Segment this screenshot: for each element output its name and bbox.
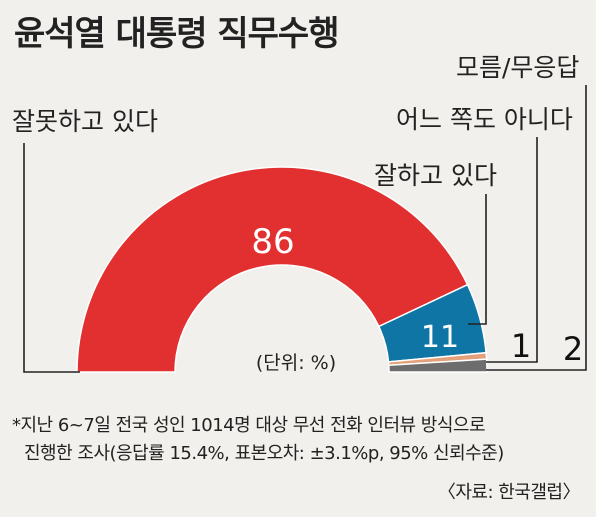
- chart-title: 윤석열 대통령 직무수행: [14, 14, 339, 54]
- footnote-line-1: *지난 6~7일 전국 성인 1014명 대상 무선 전화 인터뷰 방식으로: [12, 415, 486, 436]
- category-label-4: 모름/무응답: [456, 53, 579, 82]
- unit-note: (단위: %): [256, 352, 336, 374]
- category-label-2: 잘하고 있다: [374, 161, 497, 190]
- leader-line-2: [468, 194, 487, 325]
- source-note: 〈자료: 한국갤럽〉: [437, 482, 581, 503]
- footnote-line-2: 진행한 조사(응답률 15.4%, 표본오차: ±3.1%p, 95% 신뢰수준…: [24, 443, 504, 464]
- chart-slices: [76, 166, 488, 373]
- slice-4: [387, 358, 488, 373]
- leader-line-1: [23, 143, 80, 373]
- value-label-4: 2: [563, 330, 583, 368]
- category-label-1: 잘못하고 있다: [12, 107, 158, 136]
- value-label-3: 1: [511, 327, 531, 365]
- value-label-1: 86: [251, 222, 294, 262]
- slice-1: [76, 166, 469, 373]
- value-label-2: 11: [421, 320, 459, 355]
- leader-line-4: [486, 85, 587, 371]
- leader-line-3: [486, 137, 538, 363]
- footnote: *지난 6~7일 전국 성인 1014명 대상 무선 전화 인터뷰 방식으로 진…: [12, 412, 588, 468]
- category-label-3: 어느 쪽도 아니다: [396, 105, 573, 134]
- chart-leader-lines: [23, 85, 587, 373]
